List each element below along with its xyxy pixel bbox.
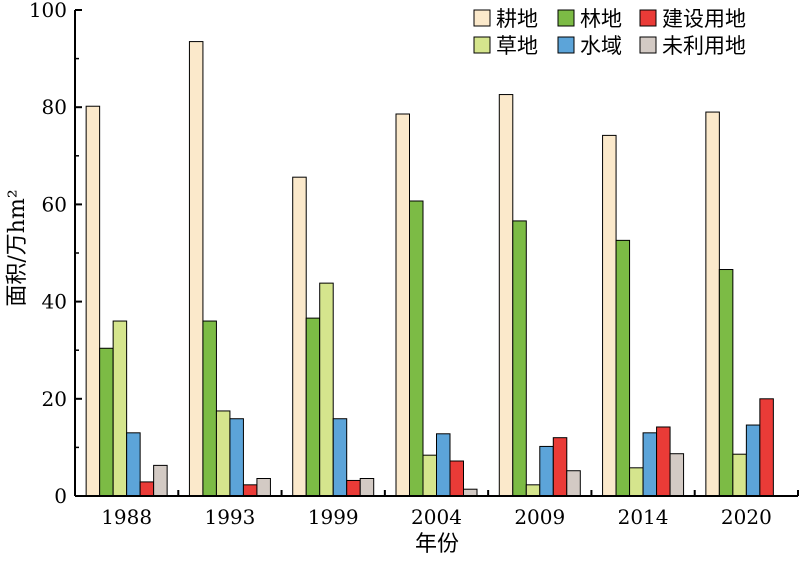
y-tick-label-60: 60 [42, 192, 67, 216]
y-tick-label-80: 80 [42, 95, 67, 119]
bar-2009-耕地 [498, 94, 514, 497]
legend-label-水域: 水域 [580, 34, 622, 58]
bar-1988-建设用地 [139, 481, 155, 497]
bars-layer [85, 41, 774, 497]
legend-swatch-未利用地 [639, 36, 657, 54]
x-tick-label-1999: 1999 [308, 505, 359, 529]
legend-label-耕地: 耕地 [496, 7, 538, 31]
legend-swatch-耕地 [473, 9, 491, 27]
bar-2020-耕地 [705, 111, 720, 497]
bar-1993-建设用地 [242, 484, 258, 497]
bar-2004-建设用地 [449, 460, 464, 497]
bar-1999-未利用地 [359, 478, 375, 497]
legend-label-草地: 草地 [496, 34, 538, 58]
y-tick-label-40: 40 [42, 290, 67, 314]
x-tick-label-1988: 1988 [101, 505, 152, 529]
bar-1988-耕地 [85, 105, 101, 497]
bar-2020-建设用地 [759, 398, 774, 497]
bar-1988-水域 [126, 432, 141, 497]
bar-1999-耕地 [292, 176, 307, 497]
bar-1993-草地 [215, 410, 231, 497]
bar-2009-建设用地 [552, 437, 568, 497]
bar-1988-草地 [112, 320, 128, 497]
bar-2014-水域 [642, 432, 658, 497]
legend-label-未利用地: 未利用地 [662, 34, 746, 58]
bar-2004-草地 [422, 454, 437, 497]
bar-1993-水域 [229, 418, 244, 497]
bar-2009-水域 [539, 445, 554, 497]
bar-2014-草地 [629, 467, 644, 497]
x-tick-label-2020: 2020 [721, 505, 772, 529]
legend-swatch-水域 [557, 36, 575, 54]
bar-1988-林地 [99, 347, 114, 497]
bar-1999-林地 [305, 317, 321, 497]
bar-2009-林地 [512, 220, 527, 497]
bar-1999-建设用地 [346, 479, 361, 497]
bar-1993-林地 [202, 320, 217, 497]
bar-1993-耕地 [188, 41, 204, 497]
axes-layer: 0 20 40 60 80 100 1988 1993 1999 2004 2009 2014 2020 [29, 0, 799, 529]
bar-2014-林地 [615, 239, 631, 497]
x-tick-label-2014: 2014 [618, 505, 669, 529]
x-tick-label-1993: 1993 [204, 505, 255, 529]
bar-2020-水域 [745, 424, 761, 497]
x-tick-label-2009: 2009 [514, 505, 565, 529]
bar-2004-水域 [436, 433, 451, 497]
bar-1999-草地 [319, 282, 334, 497]
y-axis-title: 面积/万hm² [5, 189, 30, 306]
x-tick-label-2004: 2004 [411, 505, 462, 529]
bar-2004-林地 [409, 200, 424, 497]
y-tick-label-100: 100 [29, 0, 67, 22]
y-tick-label-20: 20 [42, 387, 67, 411]
legend-label-建设用地: 建设用地 [662, 7, 746, 31]
bar-2020-林地 [718, 269, 734, 497]
bar-1999-水域 [332, 418, 348, 497]
bar-2014-耕地 [602, 134, 617, 497]
x-axis-title: 年份 [415, 532, 459, 557]
bar-2014-未利用地 [669, 453, 685, 497]
bar-1988-未利用地 [153, 464, 168, 497]
legend-swatch-草地 [473, 36, 491, 54]
y-tick-label-0: 0 [54, 484, 67, 508]
legend-swatch-建设用地 [639, 9, 657, 27]
bar-2014-建设用地 [656, 426, 671, 497]
bar-2009-草地 [525, 484, 541, 497]
bar-2004-未利用地 [463, 488, 478, 497]
bar-2009-未利用地 [566, 470, 581, 497]
legend-swatch-林地 [557, 9, 575, 27]
bar-2004-耕地 [395, 113, 410, 497]
legend-label-林地: 林地 [580, 7, 622, 31]
bar-2020-草地 [732, 453, 747, 497]
bar-1993-未利用地 [256, 478, 271, 497]
